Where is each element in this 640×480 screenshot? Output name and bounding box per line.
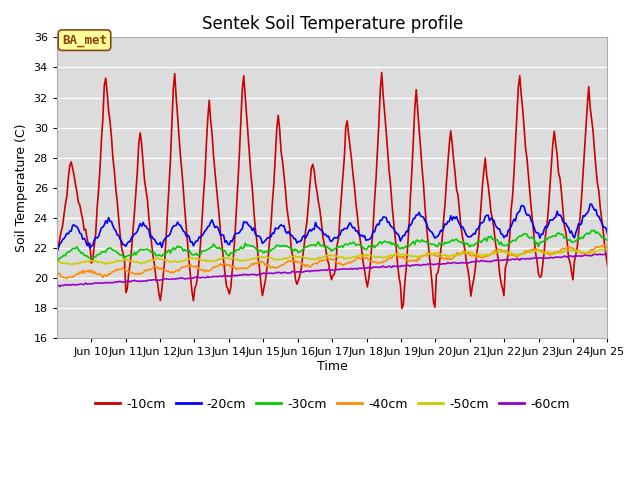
Line: -50cm: -50cm [57,249,607,264]
-30cm [72,246,79,252]
-60cm [604,251,611,256]
-60cm [447,261,454,266]
X-axis label: Time: Time [317,360,348,373]
-20cm [445,219,453,225]
-40cm [90,269,98,275]
-60cm [601,252,609,257]
-50cm [604,247,611,252]
-10cm [72,182,79,188]
-10cm [604,262,611,268]
-60cm [338,266,346,272]
-40cm [529,248,536,253]
Line: -40cm: -40cm [57,245,607,279]
-30cm [445,240,453,245]
-20cm [586,201,594,207]
-60cm [56,284,63,289]
-60cm [53,282,61,288]
Y-axis label: Soil Temperature (C): Soil Temperature (C) [15,123,28,252]
Line: -60cm: -60cm [57,253,607,287]
Line: -20cm: -20cm [57,204,607,252]
-20cm [601,224,609,230]
-10cm [531,235,538,241]
-60cm [529,255,536,261]
-30cm [591,228,598,233]
-30cm [527,234,535,240]
-20cm [336,232,344,238]
-60cm [73,282,81,288]
-40cm [63,276,71,282]
-50cm [596,246,604,252]
-40cm [601,242,609,248]
-40cm [73,271,81,277]
-50cm [90,259,98,264]
-10cm [89,257,97,263]
-20cm [604,231,611,237]
-10cm [449,141,456,146]
-40cm [604,243,611,249]
-10cm [398,306,406,312]
-20cm [53,250,61,255]
-60cm [90,280,98,286]
-30cm [89,255,97,261]
-50cm [73,261,81,266]
Text: BA_met: BA_met [62,34,107,47]
Line: -30cm: -30cm [57,230,607,261]
-40cm [338,262,346,267]
-50cm [67,262,75,267]
-40cm [447,257,454,263]
-20cm [527,218,535,224]
-10cm [602,253,610,259]
Line: -10cm: -10cm [57,72,607,309]
-30cm [604,238,611,244]
-10cm [378,70,385,75]
-30cm [53,258,61,264]
Title: Sentek Soil Temperature profile: Sentek Soil Temperature profile [202,15,463,33]
-30cm [336,244,344,250]
-40cm [53,271,61,276]
-50cm [529,248,536,254]
-20cm [72,223,79,229]
-50cm [602,247,610,252]
-50cm [338,254,346,260]
-30cm [601,236,609,241]
-10cm [53,241,61,247]
-50cm [53,259,61,264]
-40cm [602,244,610,250]
-20cm [89,242,97,248]
Legend: -10cm, -20cm, -30cm, -40cm, -50cm, -60cm: -10cm, -20cm, -30cm, -40cm, -50cm, -60cm [90,393,575,416]
-50cm [447,253,454,259]
-10cm [336,212,344,218]
